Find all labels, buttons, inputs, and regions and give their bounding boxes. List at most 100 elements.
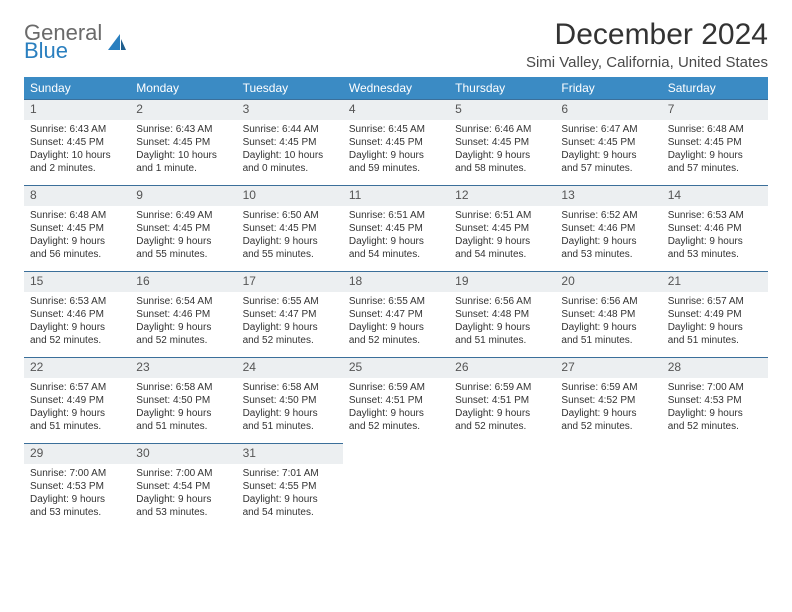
daylight-line: Daylight: 9 hours and 53 minutes. <box>134 493 232 519</box>
sunset-line: Sunset: 4:54 PM <box>134 480 232 493</box>
day-number: 12 <box>449 186 555 206</box>
sunrise-line: Sunrise: 7:00 AM <box>134 467 232 480</box>
daylight-line: Daylight: 9 hours and 58 minutes. <box>453 149 551 175</box>
daylight-line: Daylight: 9 hours and 52 minutes. <box>134 321 232 347</box>
sunrise-line: Sunrise: 6:59 AM <box>347 381 445 394</box>
empty-cell <box>555 443 661 529</box>
day-number: 25 <box>343 358 449 378</box>
day-cell: 1Sunrise: 6:43 AMSunset: 4:45 PMDaylight… <box>24 99 130 185</box>
sunrise-line: Sunrise: 7:00 AM <box>666 381 764 394</box>
day-cell: 14Sunrise: 6:53 AMSunset: 4:46 PMDayligh… <box>662 185 768 271</box>
sunset-line: Sunset: 4:45 PM <box>241 136 339 149</box>
day-number: 13 <box>555 186 661 206</box>
daylight-line: Daylight: 9 hours and 52 minutes. <box>241 321 339 347</box>
day-cell: 16 Sunrise: 6:54 AMSunset: 4:46 PMDayligh… <box>130 271 236 357</box>
day-cell: 8 Sunrise: 6:48 AMSunset: 4:45 PMDaylight… <box>24 185 130 271</box>
sunset-line: Sunset: 4:48 PM <box>559 308 657 321</box>
day-number: 4 <box>343 100 449 120</box>
sunrise-line: Sunrise: 6:48 AM <box>28 209 126 222</box>
sunrise-line: Sunrise: 6:59 AM <box>559 381 657 394</box>
daylight-line: Daylight: 9 hours and 54 minutes. <box>347 235 445 261</box>
daylight-line: Daylight: 9 hours and 55 minutes. <box>134 235 232 261</box>
day-number: 2 <box>130 100 236 120</box>
sunrise-line: Sunrise: 6:59 AM <box>453 381 551 394</box>
sunset-line: Sunset: 4:52 PM <box>559 394 657 407</box>
daylight-line: Daylight: 9 hours and 51 minutes. <box>28 407 126 433</box>
sunset-line: Sunset: 4:50 PM <box>134 394 232 407</box>
day-number: 21 <box>662 272 768 292</box>
sunrise-line: Sunrise: 6:54 AM <box>134 295 232 308</box>
sunset-line: Sunset: 4:49 PM <box>28 394 126 407</box>
logo: General Blue <box>24 18 128 62</box>
sunrise-line: Sunrise: 6:51 AM <box>453 209 551 222</box>
day-cell: 9Sunrise: 6:49 AMSunset: 4:45 PMDaylight… <box>130 185 236 271</box>
sunset-line: Sunset: 4:51 PM <box>453 394 551 407</box>
day-number: 23 <box>130 358 236 378</box>
logo-text: General Blue <box>24 22 102 62</box>
day-cell: 23Sunrise: 6:58 AMSunset: 4:50 PMDayligh… <box>130 357 236 443</box>
daylight-line: Daylight: 9 hours and 56 minutes. <box>28 235 126 261</box>
day-cell: 2Sunrise: 6:43 AMSunset: 4:45 PMDaylight… <box>130 99 236 185</box>
sunset-line: Sunset: 4:46 PM <box>28 308 126 321</box>
sunset-line: Sunset: 4:45 PM <box>134 136 232 149</box>
day-number: 20 <box>555 272 661 292</box>
day-cell: 6Sunrise: 6:47 AMSunset: 4:45 PMDaylight… <box>555 99 661 185</box>
daylight-line: Daylight: 9 hours and 51 minutes. <box>666 321 764 347</box>
day-number: 24 <box>237 358 343 378</box>
sunrise-line: Sunrise: 6:53 AM <box>666 209 764 222</box>
day-number: 9 <box>130 186 236 206</box>
sunrise-line: Sunrise: 6:56 AM <box>559 295 657 308</box>
daylight-line: Daylight: 9 hours and 54 minutes. <box>241 493 339 519</box>
day-cell: 17Sunrise: 6:55 AMSunset: 4:47 PMDayligh… <box>237 271 343 357</box>
day-cell: 11Sunrise: 6:51 AMSunset: 4:45 PMDayligh… <box>343 185 449 271</box>
title-block: December 2024 Simi Valley, California, U… <box>526 18 768 71</box>
day-number: 8 <box>24 186 130 206</box>
sunset-line: Sunset: 4:46 PM <box>559 222 657 235</box>
day-number: 6 <box>555 100 661 120</box>
day-cell: 24Sunrise: 6:58 AMSunset: 4:50 PMDayligh… <box>237 357 343 443</box>
empty-cell <box>662 443 768 529</box>
sunrise-line: Sunrise: 6:58 AM <box>241 381 339 394</box>
daylight-line: Daylight: 9 hours and 59 minutes. <box>347 149 445 175</box>
sunrise-line: Sunrise: 6:56 AM <box>453 295 551 308</box>
daylight-line: Daylight: 10 hours and 2 minutes. <box>28 149 126 175</box>
sunset-line: Sunset: 4:46 PM <box>134 308 232 321</box>
sunset-line: Sunset: 4:45 PM <box>28 222 126 235</box>
day-cell: 12Sunrise: 6:51 AMSunset: 4:45 PMDayligh… <box>449 185 555 271</box>
sunset-line: Sunset: 4:45 PM <box>28 136 126 149</box>
sunset-line: Sunset: 4:45 PM <box>559 136 657 149</box>
day-cell: 31Sunrise: 7:01 AMSunset: 4:55 PMDayligh… <box>237 443 343 529</box>
day-cell: 18Sunrise: 6:55 AMSunset: 4:47 PMDayligh… <box>343 271 449 357</box>
day-number: 5 <box>449 100 555 120</box>
daylight-line: Daylight: 9 hours and 52 minutes. <box>666 407 764 433</box>
day-number: 16 <box>130 272 236 292</box>
day-cell: 15Sunrise: 6:53 AMSunset: 4:46 PMDayligh… <box>24 271 130 357</box>
sunrise-line: Sunrise: 6:55 AM <box>241 295 339 308</box>
daylight-line: Daylight: 10 hours and 0 minutes. <box>241 149 339 175</box>
month-title: December 2024 <box>526 18 768 52</box>
day-number: 15 <box>24 272 130 292</box>
sunset-line: Sunset: 4:45 PM <box>453 136 551 149</box>
daylight-line: Daylight: 9 hours and 55 minutes. <box>241 235 339 261</box>
day-cell: 27Sunrise: 6:59 AMSunset: 4:52 PMDayligh… <box>555 357 661 443</box>
day-cell: 29Sunrise: 7:00 AMSunset: 4:53 PMDayligh… <box>24 443 130 529</box>
day-cell: 7Sunrise: 6:48 AMSunset: 4:45 PMDaylight… <box>662 99 768 185</box>
sunset-line: Sunset: 4:48 PM <box>453 308 551 321</box>
daylight-line: Daylight: 10 hours and 1 minute. <box>134 149 232 175</box>
day-number: 11 <box>343 186 449 206</box>
sunrise-line: Sunrise: 6:48 AM <box>666 123 764 136</box>
daylight-line: Daylight: 9 hours and 51 minutes. <box>559 321 657 347</box>
sunrise-line: Sunrise: 6:51 AM <box>347 209 445 222</box>
day-number: 19 <box>449 272 555 292</box>
sunset-line: Sunset: 4:51 PM <box>347 394 445 407</box>
daylight-line: Daylight: 9 hours and 51 minutes. <box>453 321 551 347</box>
sunrise-line: Sunrise: 6:58 AM <box>134 381 232 394</box>
day-cell: 5Sunrise: 6:46 AMSunset: 4:45 PMDaylight… <box>449 99 555 185</box>
sunrise-line: Sunrise: 6:55 AM <box>347 295 445 308</box>
day-number: 17 <box>237 272 343 292</box>
sunset-line: Sunset: 4:45 PM <box>134 222 232 235</box>
daylight-line: Daylight: 9 hours and 52 minutes. <box>28 321 126 347</box>
day-number: 7 <box>662 100 768 120</box>
header: General Blue December 2024 Simi Valley, … <box>24 18 768 71</box>
day-cell: 26Sunrise: 6:59 AMSunset: 4:51 PMDayligh… <box>449 357 555 443</box>
